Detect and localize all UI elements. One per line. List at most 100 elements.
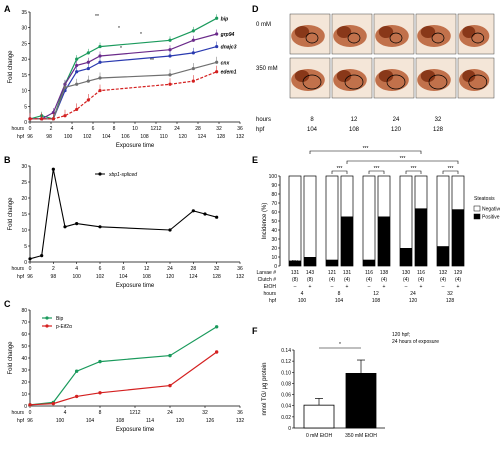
liver-outline [428,74,448,90]
data-point-p-Eif2α [98,391,102,395]
row-label-0mm: 0 mM [256,22,271,28]
etoh-flag: + [457,284,460,290]
y-tick-label: 100 [269,174,278,180]
y-tick-label: 50 [21,344,27,350]
bar-positive [304,257,316,266]
y-tick-label: 80 [271,192,277,198]
larva-body [375,25,409,47]
hpf-value: 128 [446,298,455,304]
panel-letter-a: A [4,4,11,14]
x-hpf-label: 132 [236,134,245,140]
liver-outline [347,32,361,44]
data-point-dnajc3 [86,66,90,71]
d-hpf-120: 120 [391,127,402,133]
x-hours-label: 6 [92,126,95,132]
x-axis-label: Exposure time [116,283,155,289]
legend-label-Bip: Bip [56,316,63,322]
x-hpf-label: 96 [27,274,33,280]
panel-letter-d: D [252,4,259,14]
larvae-count: 138 [380,270,389,276]
larva-head [420,70,436,82]
larva-body [333,25,367,47]
data-point-grp94 [168,48,172,52]
d-hours-label: hours [256,117,271,123]
clutch-count: (8) [292,277,298,283]
data-point-grp94 [98,54,102,58]
hpf-value: 108 [372,298,381,304]
hpf-value: 120 [409,298,418,304]
larvae-count: 131 [291,270,300,276]
hours-value: 32 [447,291,453,297]
x-hpf-label: 104 [86,418,95,424]
legend-label-cnx: cnx [221,60,230,66]
hpf-value: 104 [335,298,344,304]
significance-marker: *** [337,166,343,172]
x-hpf-label: 96 [27,418,33,424]
clutch-count: (8) [307,277,313,283]
panel-letter-b: B [4,155,11,165]
panel-letter-c: C [4,299,11,309]
legend-label-edem1: edem1 [221,70,237,76]
larvae-count: 130 [402,270,411,276]
y-tick-label: 30 [21,368,27,374]
y-tick-label: 0 [274,264,277,270]
data-point-xbp1 [51,167,55,171]
data-point-edem1 [63,114,67,118]
row-label: hpf [269,298,277,304]
x-hours-label: 32 [202,410,208,416]
data-point-edem1 [168,82,172,86]
etoh-flag: + [346,284,349,290]
data-point-xbp1 [63,225,67,229]
larva-body [417,25,451,47]
series-line-grp94 [30,33,217,120]
bar-positive [378,216,390,266]
etoh-flag: + [309,284,312,290]
clutch-count: (4) [403,277,409,283]
y-tick-label: 15 [21,73,27,79]
y-tick-label: 30 [21,26,27,32]
bar-percent-label: 7% [365,260,373,266]
liver-outline [431,32,445,44]
data-point-edem1 [40,117,44,121]
series-line-bip [29,17,217,120]
data-point-dnajc3 [75,70,79,74]
x-hours-label: 24 [174,126,180,132]
legend-marker [45,324,49,328]
bar-percent-label: 22% [438,260,449,266]
significance-bracket [442,170,459,174]
data-point-edem1 [28,117,32,121]
series-line-p-Eif2α [29,351,218,406]
significance-marker: *** [363,146,369,152]
annotation-line: 120 hpf; [392,332,410,338]
larva-head [336,26,352,38]
liver-outline [468,74,488,90]
row-label: Clutch # [258,277,277,283]
d-hours-8: 8 [310,117,314,123]
data-point-xbp1 [191,209,195,213]
x-hours-label: 28 [191,266,197,272]
legend-label: Negative [482,207,500,213]
bar-negative [303,175,317,267]
etoh-flag: – [405,284,408,290]
x-hpf-label: 120 [176,418,185,424]
larvae-count: 143 [306,270,315,276]
y-axis-label: Incidence (%) [262,203,268,240]
bar-positive [415,208,427,266]
significance-marker: *** [411,166,417,172]
y-tick-label: 5 [24,244,27,250]
liver-outline [471,32,485,44]
y-tick-label: 0.06 [281,393,291,399]
x-hours-label: 8 [99,410,102,416]
series-line-cnx [30,61,217,120]
y-tick-label: 20 [21,57,27,63]
legend-label-grp94: grp94 [220,32,235,38]
data-point-grp94 [51,110,55,115]
larvae-count: 121 [328,270,337,276]
y-tick-label: 10 [21,89,27,95]
data-point-cnx [98,76,102,80]
data-point-dnajc3 [191,51,195,55]
larvae-count: 131 [343,270,352,276]
liver-outline [305,32,319,44]
legend-label-p-Eif2α: p-Eif2α [56,324,72,330]
d-hours-24: 24 [393,117,400,123]
